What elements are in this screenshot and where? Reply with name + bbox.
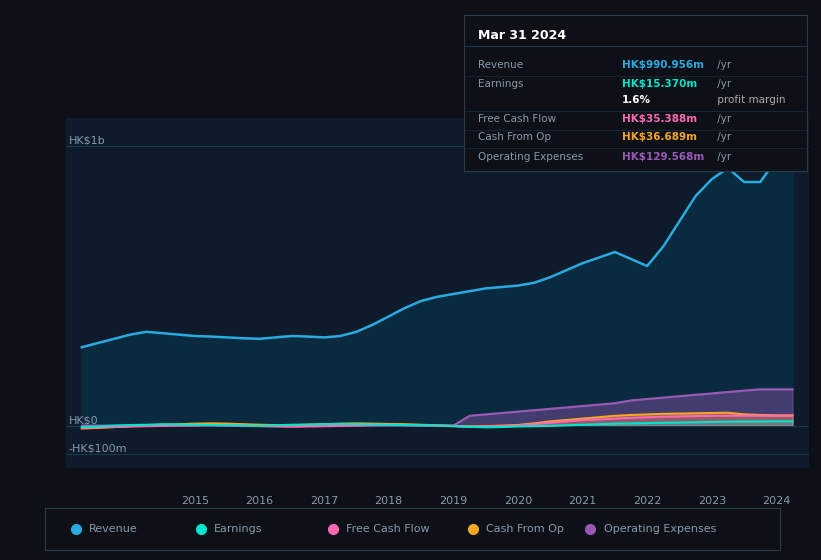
Text: HK$1b: HK$1b (69, 136, 106, 146)
Text: HK$129.568m: HK$129.568m (621, 152, 704, 162)
Text: Operating Expenses: Operating Expenses (478, 152, 583, 162)
Text: profit margin: profit margin (714, 95, 786, 105)
Text: Cash From Op: Cash From Op (478, 132, 551, 142)
Text: /yr: /yr (714, 60, 732, 70)
Text: Revenue: Revenue (478, 60, 523, 70)
Text: 1.6%: 1.6% (621, 95, 651, 105)
Text: 2015: 2015 (181, 496, 209, 506)
Text: Free Cash Flow: Free Cash Flow (478, 114, 556, 124)
Text: Mar 31 2024: Mar 31 2024 (478, 29, 566, 42)
Text: Earnings: Earnings (214, 524, 263, 534)
Text: 2016: 2016 (245, 496, 273, 506)
Text: Cash From Op: Cash From Op (486, 524, 564, 534)
Text: Earnings: Earnings (478, 80, 523, 90)
Text: HK$35.388m: HK$35.388m (621, 114, 697, 124)
Text: Revenue: Revenue (89, 524, 138, 534)
Text: HK$0: HK$0 (69, 416, 99, 426)
Text: 2018: 2018 (374, 496, 403, 506)
Text: HK$36.689m: HK$36.689m (621, 132, 697, 142)
Text: /yr: /yr (714, 132, 732, 142)
Text: Operating Expenses: Operating Expenses (603, 524, 716, 534)
Text: Free Cash Flow: Free Cash Flow (346, 524, 430, 534)
Text: 2020: 2020 (504, 496, 532, 506)
Text: /yr: /yr (714, 114, 732, 124)
Text: 2022: 2022 (633, 496, 662, 506)
Text: 2021: 2021 (568, 496, 597, 506)
Text: 2023: 2023 (698, 496, 726, 506)
Text: /yr: /yr (714, 152, 732, 162)
Text: 2024: 2024 (762, 496, 791, 506)
Text: 2019: 2019 (439, 496, 467, 506)
Text: -HK$100m: -HK$100m (69, 444, 127, 454)
Text: 2017: 2017 (310, 496, 338, 506)
Text: HK$990.956m: HK$990.956m (621, 60, 704, 70)
Text: /yr: /yr (714, 80, 732, 90)
Text: HK$15.370m: HK$15.370m (621, 80, 697, 90)
